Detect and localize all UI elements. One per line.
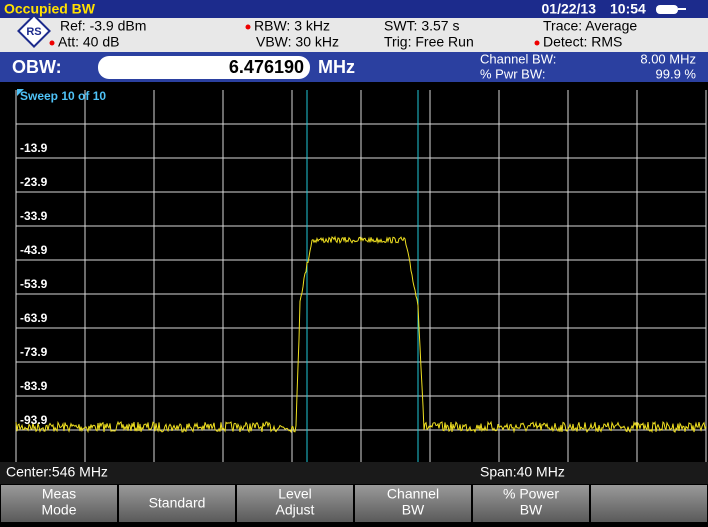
level-label: -83.9 [20,379,48,393]
sweep-count: Sweep 10 of 10 [20,89,106,103]
softkey-label: Adjust [276,502,315,518]
level-label: -63.9 [20,311,48,325]
softkey-label: Meas [42,486,76,502]
trigger: Trig: Free Run [384,34,474,50]
softkey-label: Channel [387,486,439,502]
detector: Detect: RMS [543,34,622,50]
softkey[interactable] [591,485,707,522]
date: 01/22/13 [542,1,597,17]
battery-icon [656,5,686,14]
ref-level: Ref: -3.9 dBm [60,18,146,34]
attenuation: Att: 40 dB [58,34,119,50]
softkey-label: Mode [41,502,76,518]
softkey-label: Standard [149,495,206,511]
rbw: RBW: 3 kHz [254,18,330,34]
mode-title: Occupied BW [4,1,96,17]
vbw: VBW: 30 kHz [256,34,339,50]
obw-value: 6.476190 [229,57,304,77]
level-label: -53.9 [20,277,48,291]
softkey[interactable] [119,485,235,522]
pwr-bw-label: % Pwr BW: [480,66,546,81]
softkey-label: % Power [503,486,559,502]
sweep-time: SWT: 3.57 s [384,18,459,34]
plot-area [0,82,708,462]
trace [15,235,707,434]
level-label: -33.9 [20,209,48,223]
softkey[interactable] [1,485,117,522]
footer [0,462,708,484]
span: Span:40 MHz [480,464,565,480]
level-label: -43.9 [20,243,48,257]
obw-unit: MHz [318,57,355,77]
level-label: -23.9 [20,175,48,189]
softkey[interactable] [237,485,353,522]
svg-text:RS: RS [26,26,41,38]
channel-bw-label: Channel BW: [480,51,556,66]
grid [15,90,707,462]
softkey[interactable] [355,485,471,522]
obw-label: OBW: [12,57,62,77]
logo: RS [17,14,51,48]
trace-mode: Trace: Average [543,18,637,34]
softkey-label: BW [402,502,425,518]
pwr-bw: 99.9 % [656,66,697,81]
title-bar [0,0,708,18]
level-label: -73.9 [20,345,48,359]
level-label: -93.9 [20,413,48,427]
obw-value-box [98,56,310,79]
settings-panel [0,18,708,52]
softkey-label: BW [520,502,543,518]
channel-bw: 8.00 MHz [640,51,696,66]
softkey-label: Level [278,486,311,502]
softkey[interactable] [473,485,589,522]
ref-marker [17,89,24,96]
center-freq: Center:546 MHz [6,464,108,480]
level-label: -13.9 [20,141,48,155]
time: 10:54 [610,1,646,17]
